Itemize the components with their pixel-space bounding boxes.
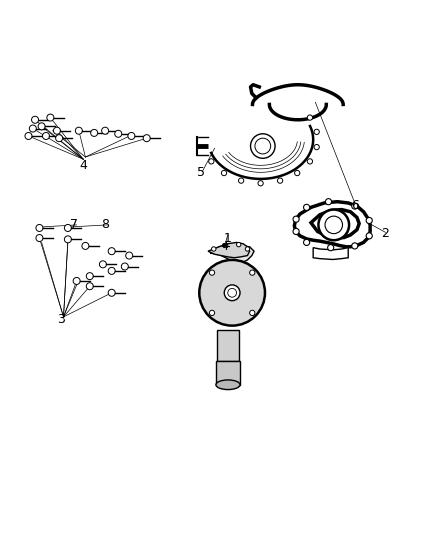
- Text: 1: 1: [224, 231, 232, 245]
- Ellipse shape: [216, 380, 240, 390]
- Circle shape: [352, 203, 358, 209]
- Circle shape: [99, 261, 106, 268]
- Circle shape: [56, 135, 63, 142]
- Circle shape: [143, 135, 150, 142]
- Circle shape: [73, 278, 80, 285]
- Circle shape: [47, 114, 54, 121]
- Polygon shape: [311, 209, 359, 238]
- Polygon shape: [294, 201, 370, 247]
- Circle shape: [128, 133, 135, 140]
- Circle shape: [36, 224, 43, 231]
- Polygon shape: [208, 243, 250, 258]
- Circle shape: [314, 129, 319, 134]
- Circle shape: [293, 229, 299, 235]
- Polygon shape: [216, 361, 240, 385]
- Circle shape: [121, 263, 128, 270]
- Circle shape: [307, 115, 313, 120]
- Circle shape: [328, 245, 334, 251]
- Circle shape: [82, 243, 89, 249]
- Circle shape: [293, 216, 299, 222]
- Circle shape: [38, 123, 45, 130]
- Circle shape: [86, 273, 93, 280]
- Circle shape: [115, 130, 122, 138]
- Circle shape: [212, 247, 216, 251]
- Text: 7: 7: [71, 219, 78, 231]
- Circle shape: [250, 270, 255, 275]
- Circle shape: [304, 204, 310, 211]
- Circle shape: [25, 133, 32, 140]
- Circle shape: [237, 243, 241, 247]
- Circle shape: [199, 260, 265, 326]
- Circle shape: [250, 310, 255, 316]
- Circle shape: [209, 310, 215, 316]
- Circle shape: [209, 270, 215, 275]
- Circle shape: [91, 130, 98, 136]
- Circle shape: [245, 247, 250, 251]
- Circle shape: [86, 282, 93, 290]
- Circle shape: [32, 116, 39, 123]
- Circle shape: [126, 252, 133, 259]
- Circle shape: [223, 243, 226, 247]
- Text: 8: 8: [101, 219, 109, 231]
- Circle shape: [314, 144, 319, 150]
- Circle shape: [295, 171, 300, 176]
- Circle shape: [208, 159, 214, 164]
- Circle shape: [221, 171, 226, 176]
- Polygon shape: [210, 245, 254, 262]
- Text: 6: 6: [351, 199, 359, 212]
- Circle shape: [75, 127, 82, 134]
- Circle shape: [42, 133, 49, 140]
- Circle shape: [304, 239, 310, 246]
- Circle shape: [36, 235, 43, 241]
- Text: 3: 3: [57, 312, 65, 326]
- Circle shape: [108, 289, 115, 296]
- Circle shape: [325, 199, 332, 205]
- Text: 4: 4: [79, 159, 87, 172]
- Circle shape: [64, 236, 71, 243]
- Circle shape: [277, 178, 283, 183]
- Circle shape: [239, 178, 244, 183]
- Circle shape: [108, 248, 115, 255]
- Circle shape: [366, 217, 372, 223]
- Text: 5: 5: [198, 166, 205, 179]
- Circle shape: [102, 127, 109, 134]
- Polygon shape: [217, 330, 239, 361]
- Circle shape: [29, 125, 36, 132]
- Circle shape: [258, 181, 263, 186]
- Circle shape: [224, 285, 240, 301]
- Circle shape: [318, 209, 349, 240]
- Circle shape: [108, 268, 115, 274]
- Circle shape: [64, 224, 71, 231]
- Circle shape: [366, 233, 372, 239]
- Circle shape: [352, 243, 358, 249]
- Circle shape: [53, 127, 60, 134]
- Text: 2: 2: [381, 227, 389, 240]
- Circle shape: [223, 243, 228, 248]
- Polygon shape: [313, 248, 348, 260]
- Circle shape: [307, 159, 313, 164]
